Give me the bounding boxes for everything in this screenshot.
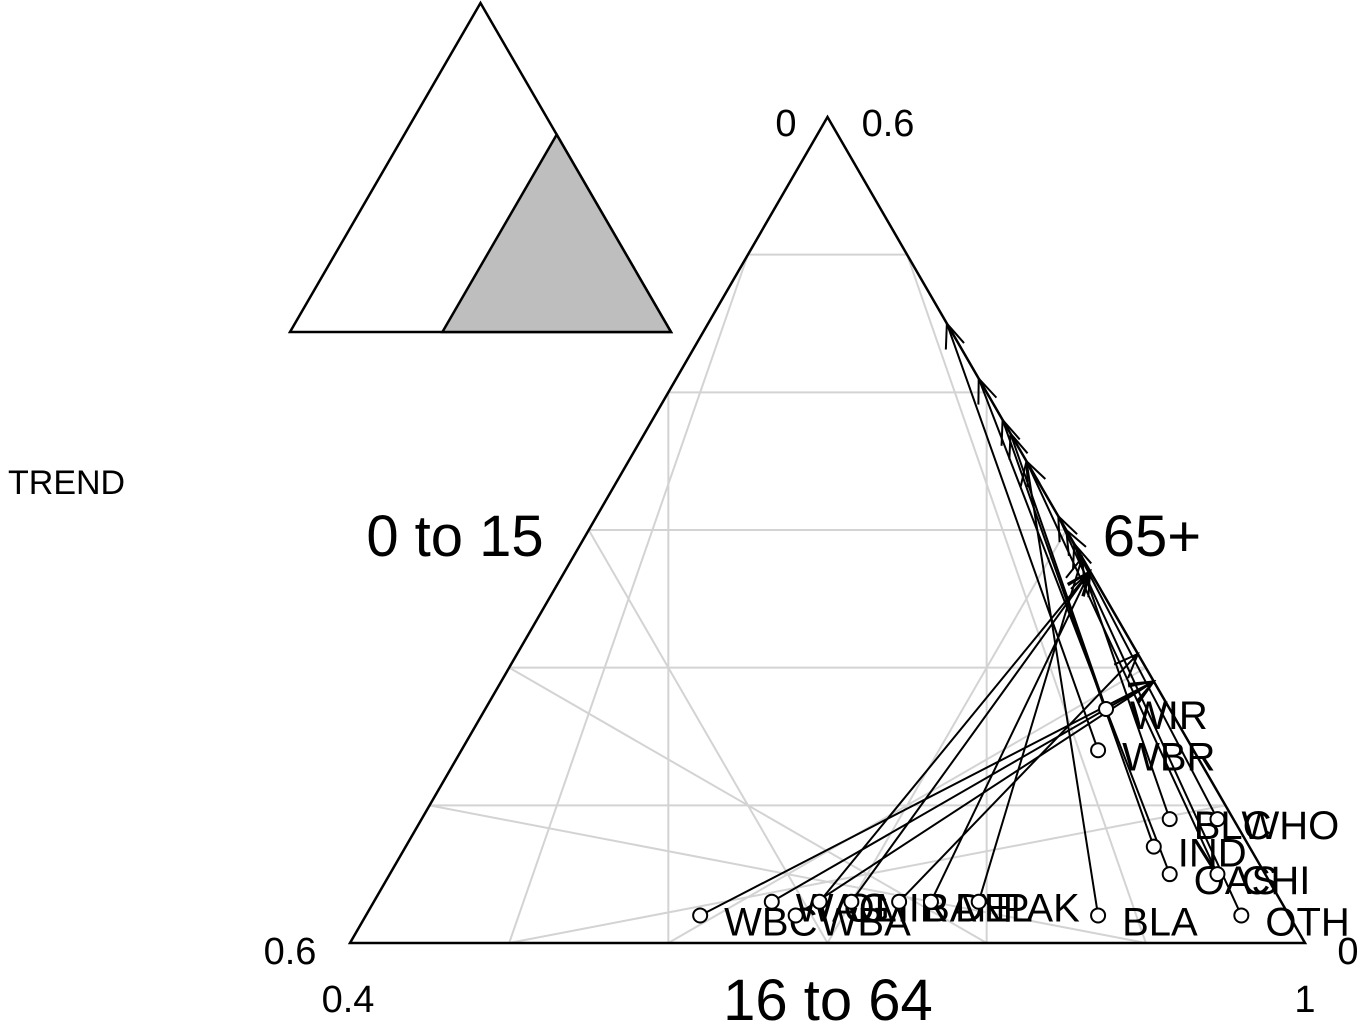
data-point [1098,700,1115,717]
tick-left-bottom: 0.6 [264,931,317,973]
data-point-label: DEL [955,887,1033,931]
tick-right-bottom: 0 [1337,931,1358,973]
data-point-label: BAN [923,887,1005,931]
data-point [811,893,828,910]
data-point-label: BLC [1194,804,1272,848]
data-point-label: OTH [1265,900,1349,944]
data-point-label: WAG [796,887,890,931]
trend-arrow-head [944,320,965,350]
trend-arrow-shaft [771,680,1155,903]
grid-line [906,254,1147,944]
data-point [1161,811,1178,828]
data-point [843,893,860,910]
data-point-label: CHI [1241,859,1310,903]
trend-arrow-shaft [1001,419,1155,847]
trend-arrow-shaft [1057,515,1243,916]
trend-arrow-head [1065,527,1087,556]
data-point [763,893,780,910]
trend-arrow-head [1025,458,1047,488]
data-point-label: WBR [1122,735,1215,779]
trend-arrow-head [977,376,998,405]
chart-side-label: TREND [8,464,126,502]
axis-title-bottom: 16 to 64 [723,968,933,1028]
grid-line [587,529,829,944]
data-point [787,907,804,924]
data-point [891,893,908,910]
data-point [692,907,709,924]
tick-bottom-left: 0.4 [322,979,375,1021]
data-point [1209,866,1226,883]
data-point-label: OAS [1194,859,1278,903]
trend-arrow-head [1113,651,1140,679]
grid-line [826,529,1068,944]
axis-labels: 0 to 15 65+ 16 to 64 0 0.6 0.6 0.4 1 0 [264,103,1359,1028]
data-point-label: PAK [1003,887,1080,931]
trend-arrow-shaft [930,570,1092,903]
axis-title-left: 0 to 15 [366,504,543,569]
trend-arrow-shaft [850,570,1091,903]
trend-arrow-shaft [1025,461,1100,916]
trend-arrows [699,320,1243,917]
grid-line [429,804,1147,944]
data-point [1233,907,1250,924]
inset-triangle [287,0,674,334]
tick-bottom-right: 1 [1294,979,1315,1021]
trend-arrow-head [1008,431,1029,460]
trend-arrow-shaft [1065,529,1219,820]
trend-arrow-shaft [818,570,1091,903]
data-point [922,893,939,910]
data-point [1209,811,1226,828]
trend-arrow-shaft [977,378,1171,875]
data-point-label: MIR [875,887,948,931]
data-point [1161,866,1178,883]
data-point [1145,838,1162,855]
axis-title-right: 65+ [1103,504,1201,569]
trend-arrow-shaft [945,323,1100,751]
trend-arrow-head [1128,679,1157,704]
data-point [1090,742,1107,759]
data-point-label: BLA [1122,900,1198,944]
trend-arrow-shaft [1073,543,1171,820]
trend-arrow-head [1057,513,1078,543]
data-point [970,893,987,910]
inset-highlight-region [440,132,674,334]
trend-arrow-shaft [977,557,1084,902]
tick-left-top: 0 [775,103,796,145]
data-point-label: WHO [1241,804,1339,848]
data-point [1090,907,1107,924]
trend-arrow-shaft [795,680,1155,917]
tick-right-top: 0.6 [862,103,915,145]
trend-arrow-shaft [898,653,1139,903]
data-point-label: WIR [1130,694,1208,738]
trend-arrow-head [1065,554,1086,584]
